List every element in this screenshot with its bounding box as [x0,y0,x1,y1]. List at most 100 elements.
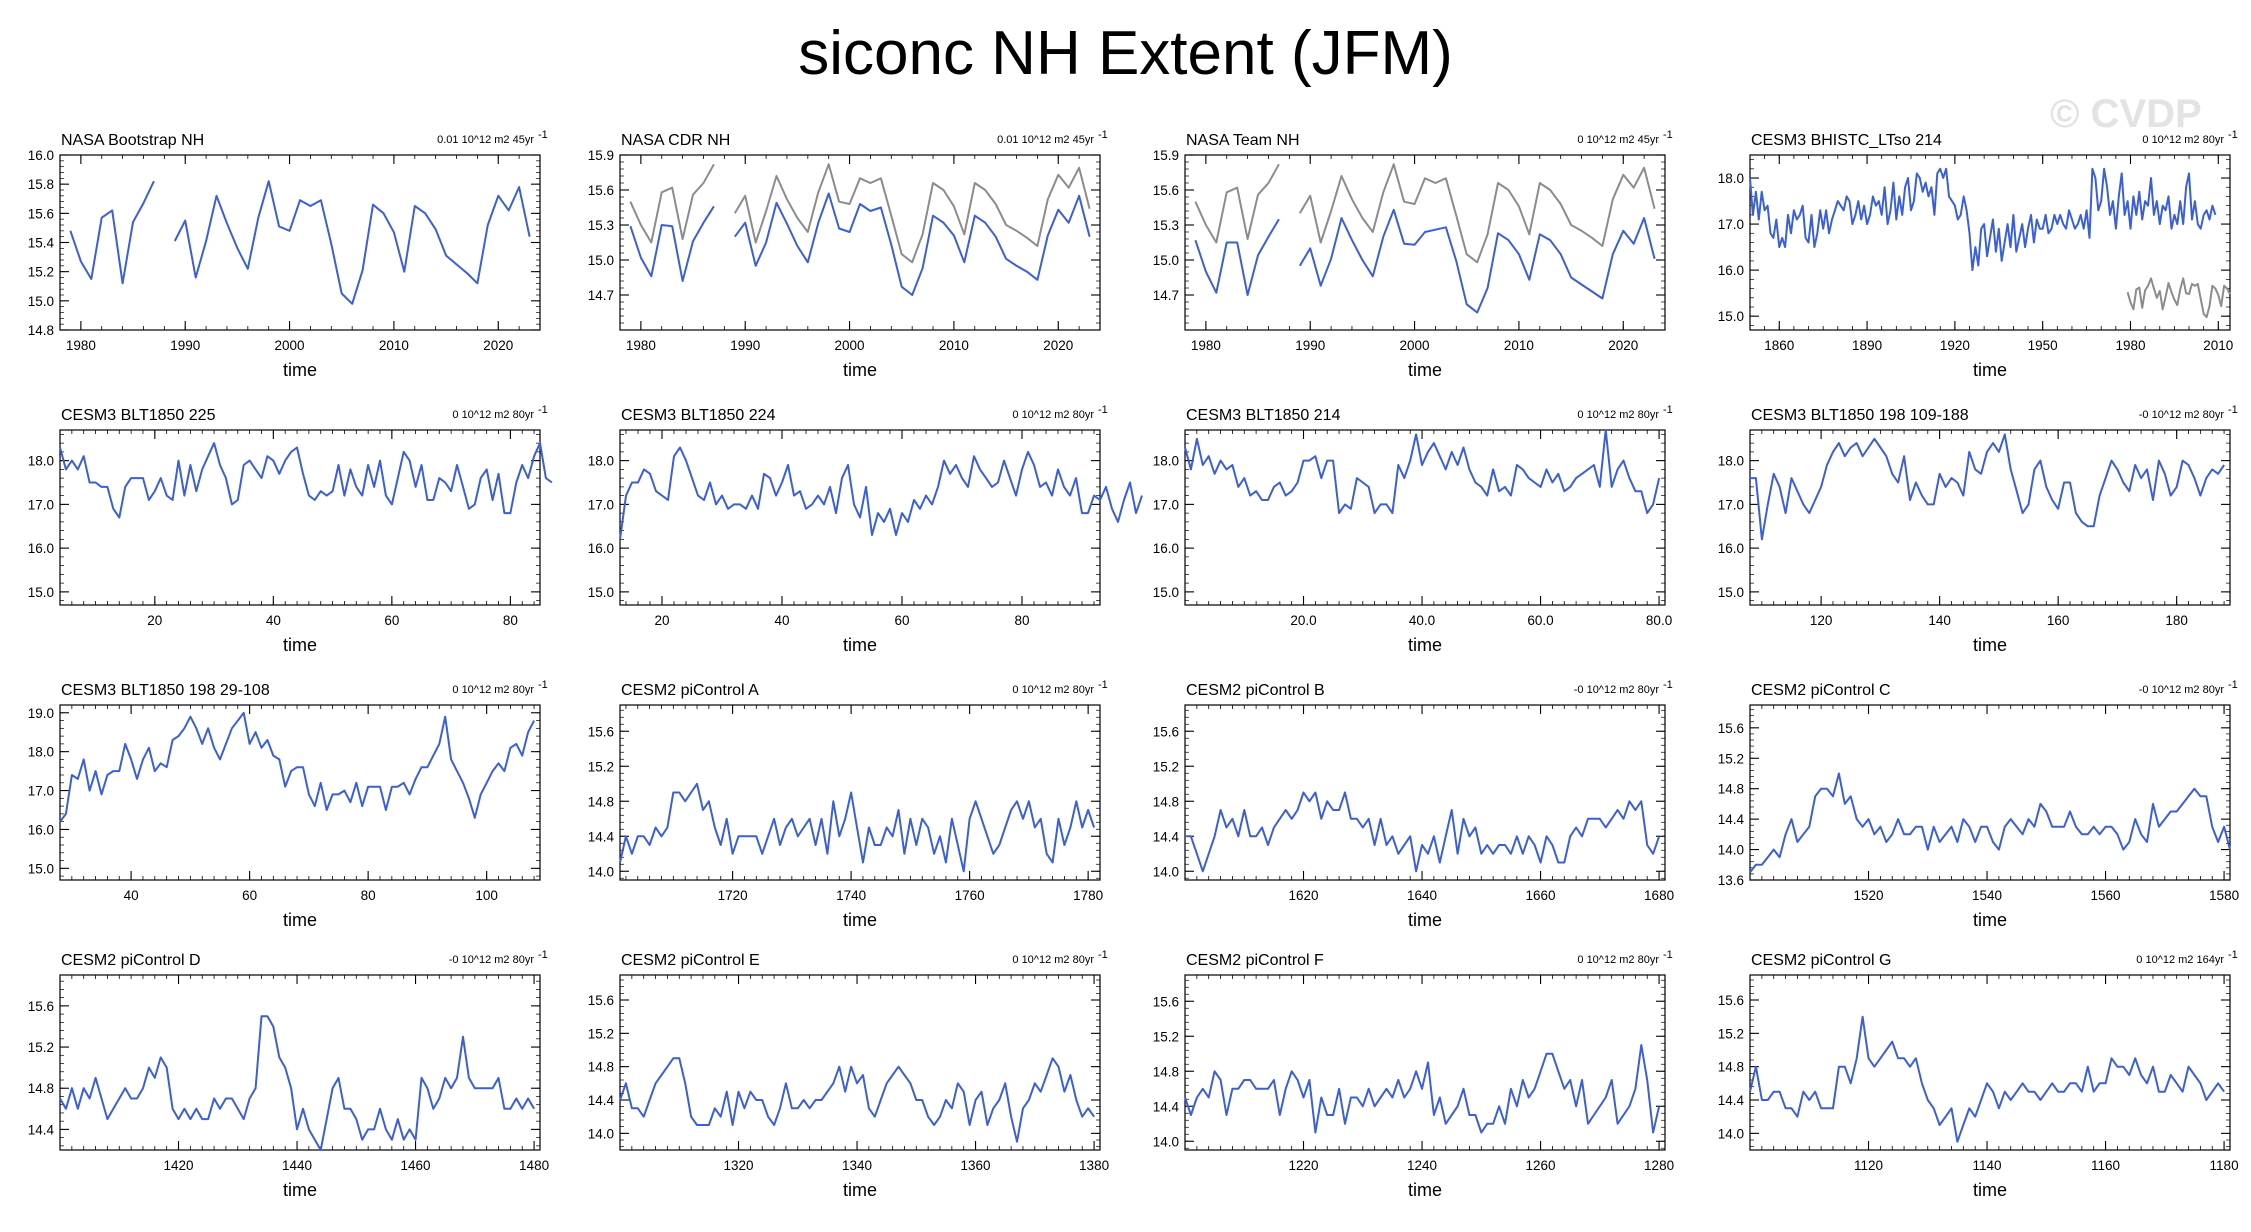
chart-panel: CESM3 BLT1850 198 109-188 -0 10^12 m2 80y… [1718,404,2238,655]
y-tick-label: 14.0 [1718,1126,1744,1141]
y-tick-label: 15.6 [588,724,614,739]
x-tick-label: 1980 [1191,338,1221,353]
y-tick-label: 15.6 [28,206,54,221]
y-tick-label: 14.8 [1718,782,1744,797]
x-tick-label: 20 [147,613,162,628]
trend-label: 0.01 10^12 m2 45yr [997,134,1094,146]
x-tick-label: 1380 [1079,1158,1109,1173]
x-tick-label: 1560 [2091,888,2121,903]
y-tick-label: 14.8 [1153,794,1179,809]
plot-frame [619,974,1101,1151]
chart-panel: CESM2 piControl D -0 10^12 m2 80yr -1 1420 1… [28,949,549,1200]
x-axis-label: time [1408,360,1442,380]
x-tick-label: 1660 [1526,888,1556,903]
y-tick-label: 14.0 [1718,843,1744,858]
chart-panel: CESM3 BHISTC_LTso 214 0 10^12 m2 80yr -1 18… [1718,129,2238,380]
x-tick-label: 1260 [1526,1158,1556,1173]
chart-panel: CESM2 piControl F 0 10^12 m2 80yr -1 1220 12… [1153,949,1674,1200]
y-tick-label: 15.6 [1718,721,1744,736]
x-tick-label: 1220 [1288,1158,1318,1173]
trend-label: 0.01 10^12 m2 45yr [437,134,534,146]
y-tick-label: 16.0 [28,541,54,556]
trend-label: -0 10^12 m2 80yr [2139,684,2225,696]
x-axis-label: time [283,635,317,655]
trend-superscript: -1 [1098,949,1108,961]
panel-title: NASA Bootstrap NH [61,132,204,149]
trend-label: 0 10^12 m2 80yr [1577,954,1659,966]
trend-superscript: -1 [538,949,548,961]
x-tick-label: 1780 [1073,888,1103,903]
y-tick-label: 16.0 [28,822,54,837]
chart-panel: CESM2 piControl A 0 10^12 m2 80yr -1 1720 17… [588,679,1108,930]
x-tick-label: 1360 [961,1158,991,1173]
trend-label: 0 10^12 m2 80yr [2142,134,2224,146]
x-axis-label: time [1973,1180,2007,1200]
plot-frame [59,429,541,606]
trend-superscript: -1 [1663,404,1673,416]
series-line [1184,429,1661,515]
x-tick-label: 1890 [1852,338,1882,353]
y-tick-label: 15.6 [588,993,614,1008]
x-tick-label: 1640 [1407,888,1437,903]
y-tick-label: 13.6 [1718,873,1744,888]
panel-title: CESM3 BLT1850 224 [621,407,776,424]
panel-title: CESM2 piControl B [1186,682,1325,699]
x-axis-label: time [1973,910,2007,930]
chart-panel: CESM3 BLT1850 214 0 10^12 m2 80yr -1 20.0 40… [1153,404,1673,655]
chart-panel: CESM2 piControl C -0 10^12 m2 80yr -1 1520 1… [1718,679,2239,930]
x-tick-label: 1740 [836,888,866,903]
chart-panel: CESM2 piControl B -0 10^12 m2 80yr -1 1620 1… [1153,679,1674,930]
panel-title: NASA CDR NH [621,132,730,149]
series-line [1749,772,2231,874]
trend-label: 0 10^12 m2 80yr [452,684,534,696]
y-tick-label: 16.0 [588,541,614,556]
chart-panel: CESM2 piControl G 0 10^12 m2 164yr -1 1120 1… [1718,949,2239,1200]
chart-panel: NASA Bootstrap NH 0.01 10^12 m2 45yr -1 198… [28,129,548,380]
y-tick-label: 18.0 [1153,454,1179,469]
plot-frame [1749,704,2231,881]
x-tick-label: 60 [894,613,909,628]
y-tick-label: 15.6 [1153,183,1179,198]
y-tick-label: 17.0 [588,497,614,512]
trend-superscript: -1 [2228,129,2238,141]
trend-label: 0 10^12 m2 80yr [1577,409,1659,421]
x-tick-label: 1980 [626,338,656,353]
figure-title: siconc NH Extent (JFM) [798,19,1453,88]
x-axis-label: time [1973,635,2007,655]
series-line [59,442,553,519]
y-tick-label: 16.0 [28,148,54,163]
trend-label: 0 10^12 m2 80yr [1012,684,1094,696]
x-tick-label: 1990 [170,338,200,353]
series-line [1749,1015,2225,1143]
y-tick-label: 14.8 [28,1081,54,1096]
x-tick-label: 60 [384,613,399,628]
x-tick-label: 120 [1810,613,1833,628]
x-tick-label: 2020 [483,338,513,353]
chart-panel: NASA Team NH 0 10^12 m2 45yr -1 1980 1990 200… [1153,129,1673,380]
x-tick-label: 1460 [401,1158,431,1173]
y-tick-label: 14.0 [588,1126,614,1141]
x-tick-label: 160 [2047,613,2070,628]
trend-superscript: -1 [538,129,548,141]
trend-superscript: -1 [1663,679,1673,691]
y-tick-label: 14.4 [588,829,615,844]
plot-frame [1184,974,1666,1151]
y-tick-label: 14.8 [1153,1064,1179,1079]
y-tick-label: 17.0 [1718,497,1744,512]
x-axis-label: time [843,635,877,655]
plot-frame [1749,429,2231,606]
x-tick-label: 2000 [1400,338,1430,353]
x-tick-label: 1980 [66,338,96,353]
y-tick-label: 15.9 [1153,148,1179,163]
y-tick-label: 14.0 [1153,864,1179,879]
x-tick-label: 1160 [2091,1158,2120,1173]
y-tick-label: 15.6 [28,999,54,1014]
x-tick-label: 1280 [1644,1158,1674,1173]
trend-label: 0 10^12 m2 80yr [1012,954,1094,966]
x-axis-label: time [283,910,317,930]
x-axis-label: time [283,360,317,380]
x-axis-label: time [843,910,877,930]
y-tick-label: 16.0 [1718,541,1744,556]
y-tick-label: 14.4 [1153,829,1180,844]
series-line [1185,791,1661,873]
